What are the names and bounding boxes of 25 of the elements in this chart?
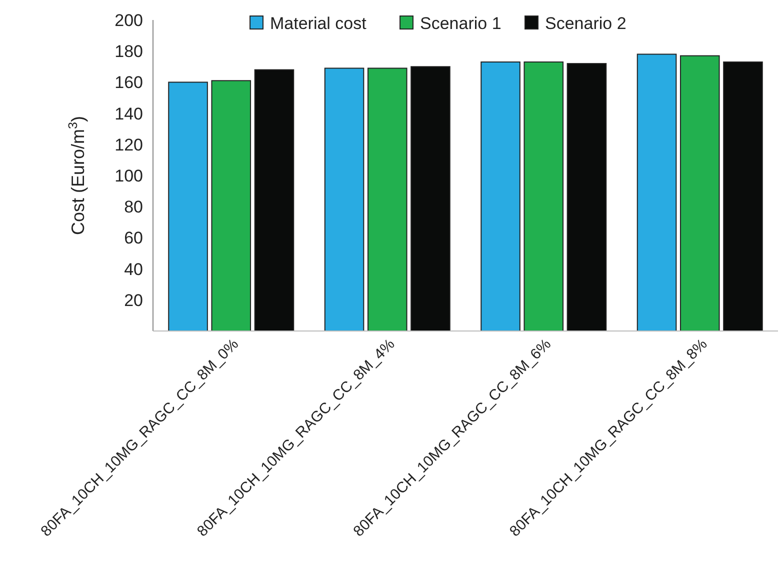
y-tick-label: 20 <box>124 290 143 310</box>
bar <box>566 63 607 332</box>
bar <box>524 61 564 332</box>
bar <box>324 68 364 332</box>
y-tick-label: 60 <box>124 228 143 248</box>
y-tick-label: 180 <box>114 42 143 62</box>
bar <box>723 61 763 332</box>
y-tick-label: 160 <box>114 73 143 92</box>
bar <box>367 68 408 332</box>
bar <box>254 69 294 332</box>
bar <box>636 54 677 332</box>
legend-label: Scenario 1 <box>420 14 502 33</box>
y-tick-label: 200 <box>114 10 143 30</box>
y-tick-label: 100 <box>114 166 143 186</box>
y-tick-label: 80 <box>124 198 143 217</box>
bar <box>410 66 450 332</box>
y-tick-label: 40 <box>124 260 143 279</box>
legend-label: Material cost <box>270 14 367 33</box>
y-tick-label: 120 <box>114 135 143 154</box>
y-tick-label: 140 <box>114 104 143 124</box>
bar <box>680 55 720 332</box>
bar <box>168 82 208 332</box>
bar <box>211 80 252 332</box>
bar <box>480 61 520 332</box>
legend-label: Scenario 2 <box>545 14 626 33</box>
